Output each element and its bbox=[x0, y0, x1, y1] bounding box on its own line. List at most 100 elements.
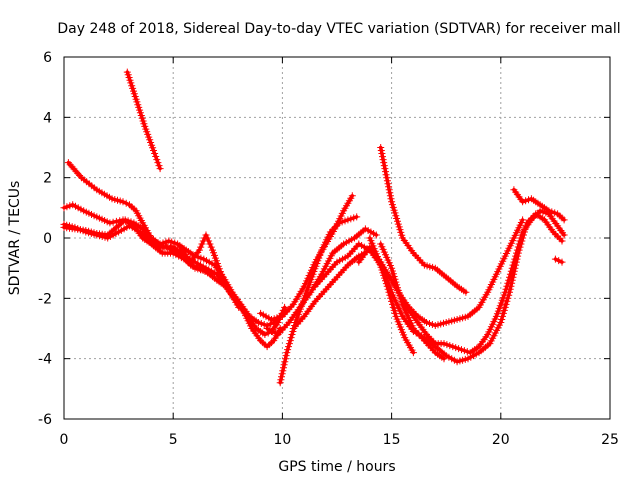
x-tick-label: 10 bbox=[273, 432, 291, 448]
data-point bbox=[505, 291, 513, 299]
data-point bbox=[254, 319, 262, 326]
series-track-14 bbox=[366, 234, 417, 357]
data-point bbox=[197, 243, 205, 251]
data-point bbox=[446, 342, 454, 350]
data-point bbox=[257, 320, 265, 327]
data-point bbox=[151, 150, 159, 157]
data-point bbox=[518, 237, 526, 245]
data-point bbox=[501, 303, 509, 311]
data-point bbox=[515, 246, 523, 254]
data-point bbox=[387, 294, 395, 302]
data-point bbox=[206, 240, 214, 248]
data-point bbox=[382, 171, 390, 179]
data-point bbox=[516, 243, 524, 251]
data-point bbox=[127, 218, 135, 226]
data-point bbox=[156, 165, 164, 173]
data-point bbox=[198, 240, 206, 248]
data-point bbox=[510, 270, 518, 278]
data-point bbox=[386, 291, 394, 299]
data-point bbox=[558, 237, 566, 245]
data-point bbox=[519, 198, 527, 206]
data-point bbox=[390, 306, 398, 314]
y-tick-label: -4 bbox=[38, 352, 52, 368]
data-point bbox=[154, 159, 162, 167]
data-point bbox=[165, 237, 173, 245]
data-point bbox=[341, 217, 349, 225]
data-point bbox=[504, 294, 512, 302]
data-point bbox=[124, 217, 132, 225]
data-point bbox=[381, 165, 389, 173]
data-point bbox=[350, 214, 358, 222]
data-point bbox=[522, 197, 530, 205]
data-point bbox=[519, 234, 527, 242]
data-point bbox=[171, 239, 179, 247]
data-point bbox=[274, 319, 282, 326]
data-point bbox=[440, 340, 448, 348]
data-point bbox=[423, 319, 430, 326]
y-tick-label: 6 bbox=[43, 50, 52, 66]
y-axis-label: SDTVAR / TECUs bbox=[7, 181, 23, 296]
data-point bbox=[276, 379, 284, 387]
data-point bbox=[281, 358, 289, 366]
data-point bbox=[266, 320, 274, 328]
data-point bbox=[288, 331, 296, 338]
data-marks bbox=[60, 68, 568, 387]
data-point bbox=[235, 303, 243, 311]
data-point bbox=[372, 231, 380, 239]
data-point bbox=[379, 156, 387, 164]
data-point bbox=[282, 352, 290, 360]
data-point bbox=[280, 364, 287, 372]
data-point bbox=[286, 337, 294, 345]
series-track-5 bbox=[60, 220, 289, 338]
data-point bbox=[555, 257, 563, 265]
data-point bbox=[106, 219, 114, 227]
data-point bbox=[347, 215, 355, 223]
x-tick-label: 20 bbox=[492, 432, 510, 448]
data-point bbox=[440, 355, 448, 363]
data-point bbox=[389, 303, 397, 311]
data-point bbox=[391, 309, 399, 317]
data-point bbox=[499, 309, 507, 317]
series-track bbox=[62, 203, 282, 349]
data-point bbox=[388, 297, 396, 305]
data-point bbox=[503, 297, 511, 305]
data-point bbox=[512, 261, 520, 269]
data-point bbox=[522, 222, 530, 230]
data-point bbox=[207, 243, 215, 251]
x-tick-label: 0 bbox=[60, 432, 69, 448]
y-tick-label: 4 bbox=[43, 110, 52, 126]
data-point bbox=[384, 285, 392, 293]
data-point bbox=[502, 300, 510, 308]
data-point bbox=[281, 303, 289, 311]
data-point bbox=[551, 209, 559, 217]
data-point bbox=[386, 192, 394, 200]
data-point bbox=[513, 255, 521, 263]
data-point bbox=[121, 216, 129, 224]
data-point bbox=[426, 320, 433, 327]
data-point bbox=[280, 361, 288, 369]
series-track-8 bbox=[257, 192, 356, 323]
data-point bbox=[498, 316, 506, 323]
data-point bbox=[462, 288, 470, 296]
series-track-1 bbox=[123, 68, 164, 173]
data-point bbox=[497, 319, 505, 326]
data-point bbox=[197, 254, 205, 262]
data-point bbox=[153, 156, 161, 164]
series-track-3 bbox=[60, 201, 284, 351]
data-point bbox=[168, 238, 176, 246]
data-point bbox=[278, 370, 286, 378]
data-point bbox=[384, 180, 392, 188]
y-tick-label: -6 bbox=[38, 412, 52, 428]
data-point bbox=[500, 306, 508, 314]
data-point bbox=[150, 147, 157, 154]
data-point bbox=[560, 216, 568, 224]
data-point bbox=[344, 216, 352, 224]
series-track-16 bbox=[510, 186, 568, 224]
series-track-15 bbox=[377, 144, 470, 296]
data-point bbox=[508, 279, 516, 287]
data-point bbox=[282, 355, 289, 363]
data-point bbox=[385, 288, 393, 296]
data-point bbox=[383, 174, 391, 182]
data-point bbox=[60, 204, 68, 212]
